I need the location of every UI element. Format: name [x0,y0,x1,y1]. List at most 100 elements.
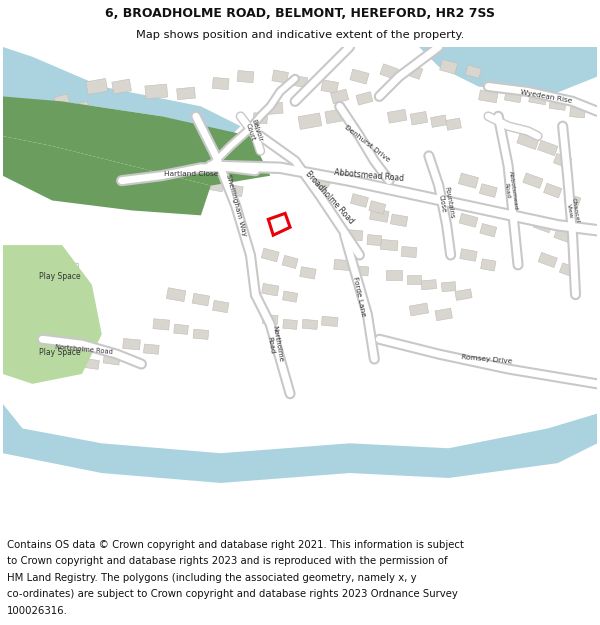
Bar [460,249,477,261]
Bar [74,101,90,116]
Bar [122,339,140,350]
Bar [431,115,447,128]
Bar [262,248,279,262]
Bar [86,79,108,94]
Text: Fountains
Close: Fountains Close [436,186,455,221]
Bar [559,263,576,277]
Bar [145,84,168,99]
Bar [103,353,120,365]
Bar [481,259,496,271]
Bar [272,70,289,83]
Bar [300,267,316,279]
Bar [322,316,338,326]
Bar [538,140,558,156]
Bar [208,179,224,192]
Bar [517,132,539,149]
Bar [479,90,498,103]
Bar [313,176,331,192]
Bar [174,324,188,334]
Bar [386,270,402,280]
Bar [292,76,308,88]
Text: Hartland Close: Hartland Close [164,171,218,177]
Bar [331,89,349,104]
Bar [405,64,423,79]
Bar [554,228,571,242]
Bar [109,164,125,177]
Bar [268,102,283,114]
Bar [41,338,79,367]
Text: HM Land Registry. The polygons (including the associated geometry, namely x, y: HM Land Registry. The polygons (includin… [7,573,417,583]
Bar [192,293,209,306]
Bar [60,364,74,374]
Text: Wyedean Rise: Wyedean Rise [520,89,572,104]
Text: 6, BROADHOLME ROAD, BELMONT, HEREFORD, HR2 7SS: 6, BROADHOLME ROAD, BELMONT, HEREFORD, H… [105,7,495,19]
Bar [334,259,349,271]
Bar [409,303,428,316]
Bar [228,184,243,197]
Text: Play Space: Play Space [40,348,81,357]
Polygon shape [2,96,270,186]
Bar [442,282,456,292]
Polygon shape [2,404,598,483]
Bar [298,113,322,129]
Bar [421,279,437,290]
Polygon shape [419,47,598,96]
Bar [569,107,586,118]
Bar [529,92,547,105]
Bar [410,111,428,125]
Bar [544,183,562,198]
Bar [370,209,389,222]
Bar [354,266,369,276]
Bar [350,69,369,84]
Text: Belvoir
Court: Belvoir Court [244,118,263,144]
Polygon shape [2,245,102,384]
Bar [54,94,70,109]
Bar [446,118,461,130]
Text: Denhurst Drive: Denhurst Drive [344,124,391,164]
Bar [112,79,131,94]
Text: Map shows position and indicative extent of the property.: Map shows position and indicative extent… [136,30,464,40]
Bar [380,239,398,251]
Bar [455,289,472,301]
Bar [43,263,77,291]
Bar [212,78,229,89]
Text: Northolme
Road: Northolme Road [265,325,284,364]
Bar [369,201,386,214]
Bar [367,234,382,246]
Bar [89,112,104,124]
Text: Abbotsmead
Road: Abbotsmead Road [502,170,518,211]
Bar [505,90,522,103]
Bar [407,276,421,284]
Bar [435,308,452,321]
Bar [283,319,298,329]
Bar [283,291,298,302]
Text: Nortcholme Road: Nortcholme Road [55,344,113,354]
Bar [391,214,408,227]
Bar [176,88,196,99]
Bar [458,173,479,188]
Text: Broadholme Road: Broadholme Road [304,169,356,226]
Bar [253,112,268,124]
Bar [237,71,254,82]
Text: Chancel
View: Chancel View [565,197,580,224]
Bar [356,92,373,105]
Bar [154,174,169,187]
Bar [325,109,344,124]
Bar [350,194,368,208]
Bar [166,288,186,301]
Bar [553,154,572,168]
Bar [302,319,318,329]
Polygon shape [2,47,241,146]
Bar [479,184,497,198]
Bar [212,301,229,312]
Bar [178,185,194,196]
Bar [262,314,278,324]
Text: 100026316.: 100026316. [7,606,68,616]
Bar [538,253,557,268]
Bar [262,283,279,296]
Bar [401,246,417,258]
Polygon shape [2,136,211,216]
Bar [565,194,581,208]
Bar [143,344,159,354]
Bar [380,64,398,79]
